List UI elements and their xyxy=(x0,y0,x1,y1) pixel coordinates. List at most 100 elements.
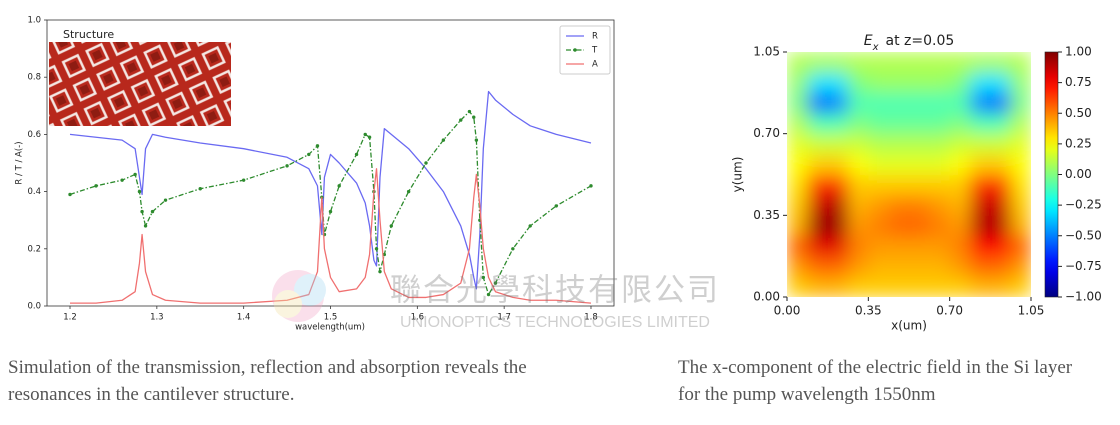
y-axis-label: y(um) xyxy=(731,157,745,193)
heatmap-cell xyxy=(848,92,869,114)
colorbar-tick-label: −0.75 xyxy=(1065,259,1102,273)
heatmap-cell xyxy=(970,154,991,175)
heatmap-cell xyxy=(1010,52,1031,73)
inset: Structure xyxy=(49,28,231,126)
series-marker xyxy=(441,138,446,142)
heatmap-cell xyxy=(827,154,849,175)
series-line xyxy=(69,90,592,290)
heatmap-cell xyxy=(848,235,869,257)
heatmap-cell xyxy=(929,154,951,175)
series-marker xyxy=(137,189,142,194)
heatmap-cell xyxy=(868,194,890,216)
heatmap-cell xyxy=(949,92,971,114)
heatmap-cell xyxy=(909,154,930,175)
heatmap-cell xyxy=(888,72,910,94)
heatmap-cell xyxy=(787,113,808,135)
series-marker xyxy=(424,161,428,165)
heatmap-cell xyxy=(909,52,930,73)
heatmap-cell xyxy=(929,174,951,196)
heatmap-cell xyxy=(909,72,930,94)
heatmap-cell xyxy=(888,52,910,73)
heatmap-cell xyxy=(787,235,808,257)
heatmap-cell xyxy=(1010,174,1031,196)
series-marker xyxy=(378,269,382,274)
heatmap-cell xyxy=(990,72,1012,94)
heatmap-cell xyxy=(949,194,971,216)
x-tick-label: 1.7 xyxy=(497,313,511,323)
heatmap-cell xyxy=(949,133,971,155)
heatmap-cell xyxy=(827,133,849,155)
series-marker xyxy=(307,152,311,157)
heatmap-cell xyxy=(929,235,951,257)
x-tick-label: 1.8 xyxy=(584,313,598,323)
series-marker xyxy=(528,224,532,228)
heatmap-cell xyxy=(807,276,829,297)
heatmap-cell xyxy=(807,92,829,114)
heatmap-cell xyxy=(827,276,849,297)
heatmap-cell xyxy=(909,194,930,216)
series-marker xyxy=(354,152,359,157)
heatmap-cell xyxy=(949,113,971,135)
heatmap-cell xyxy=(807,72,829,94)
heatmap-cell xyxy=(970,194,991,216)
colorbar-tick-label: 0.75 xyxy=(1065,75,1092,89)
heatmap-cell xyxy=(868,113,890,135)
series-marker xyxy=(120,178,124,182)
heatmap-cell xyxy=(990,194,1012,216)
caption: Simulation of the transmission, reflecti… xyxy=(8,357,527,405)
x-tick-label: 1.2 xyxy=(63,313,77,323)
series-marker xyxy=(150,209,155,214)
colorbar xyxy=(1044,51,1059,298)
heatmap-cell xyxy=(888,174,910,196)
series-marker xyxy=(467,109,472,114)
series-marker xyxy=(474,138,479,142)
series-marker xyxy=(133,172,137,177)
heatmap-cell xyxy=(827,113,849,135)
heatmap-cell xyxy=(868,174,890,196)
heatmap-cell xyxy=(807,256,829,278)
heatmap-cell xyxy=(1010,215,1031,237)
heatmap-cell xyxy=(909,174,930,196)
heatmap-cell xyxy=(827,235,849,257)
heatmap-cell xyxy=(848,154,869,175)
x-tick-label: 1.05 xyxy=(1018,304,1045,318)
y-tick-label: 0.0 xyxy=(27,302,41,312)
heatmap-cell xyxy=(970,92,991,114)
series-marker xyxy=(68,192,72,197)
heatmap-cell xyxy=(949,154,971,175)
series-marker xyxy=(389,224,393,228)
series-marker xyxy=(337,184,341,188)
heatmap-cell xyxy=(949,215,971,237)
heatmap-cell xyxy=(929,113,951,135)
series-marker xyxy=(486,292,491,297)
heatmap-cell xyxy=(807,113,829,135)
series-marker xyxy=(94,184,98,188)
heatmap-cell xyxy=(848,113,869,135)
heatmap-cell xyxy=(807,52,829,73)
heatmap-cell xyxy=(827,256,849,278)
heatmap-cell xyxy=(1010,133,1031,155)
heatmap-cell xyxy=(868,256,890,278)
x-tick-label: 1.6 xyxy=(411,313,425,323)
heatmap-cell xyxy=(827,92,849,114)
y-tick-label: 1.0 xyxy=(27,16,41,26)
heatmap-cell xyxy=(827,215,849,237)
heatmap-cell xyxy=(909,133,930,155)
colorbar-tick-label: −1.00 xyxy=(1065,290,1102,304)
heatmap-cell xyxy=(868,235,890,257)
heatmap-cell xyxy=(909,92,930,114)
heatmap-cell xyxy=(970,133,991,155)
heatmap-cell xyxy=(970,256,991,278)
series-marker xyxy=(406,189,411,194)
series-marker xyxy=(511,247,515,251)
series-marker xyxy=(472,115,476,119)
colorbar-tick-label: 0.25 xyxy=(1065,136,1092,150)
heatmap-cell xyxy=(888,194,910,216)
series-marker xyxy=(241,178,246,182)
heatmap-cell xyxy=(929,276,951,297)
y-tick-label: 0.2 xyxy=(27,244,41,254)
series-marker xyxy=(459,118,463,122)
watermark: 聯合光學科技有限公司 UNIONOPTICS TECHNOLOGIES LIMI… xyxy=(272,270,718,331)
